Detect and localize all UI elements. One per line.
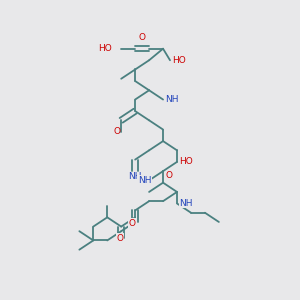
Text: NH: NH <box>128 172 142 181</box>
Text: O: O <box>139 33 145 42</box>
Text: HO: HO <box>172 56 186 65</box>
Text: NH: NH <box>165 95 179 104</box>
Text: O: O <box>113 128 120 136</box>
Text: O: O <box>128 219 135 228</box>
Text: HO: HO <box>98 44 112 53</box>
Text: O: O <box>116 234 124 243</box>
Text: O: O <box>165 171 172 180</box>
Text: NH: NH <box>138 176 152 185</box>
Text: HO: HO <box>179 158 193 166</box>
Text: NH: NH <box>179 199 193 208</box>
